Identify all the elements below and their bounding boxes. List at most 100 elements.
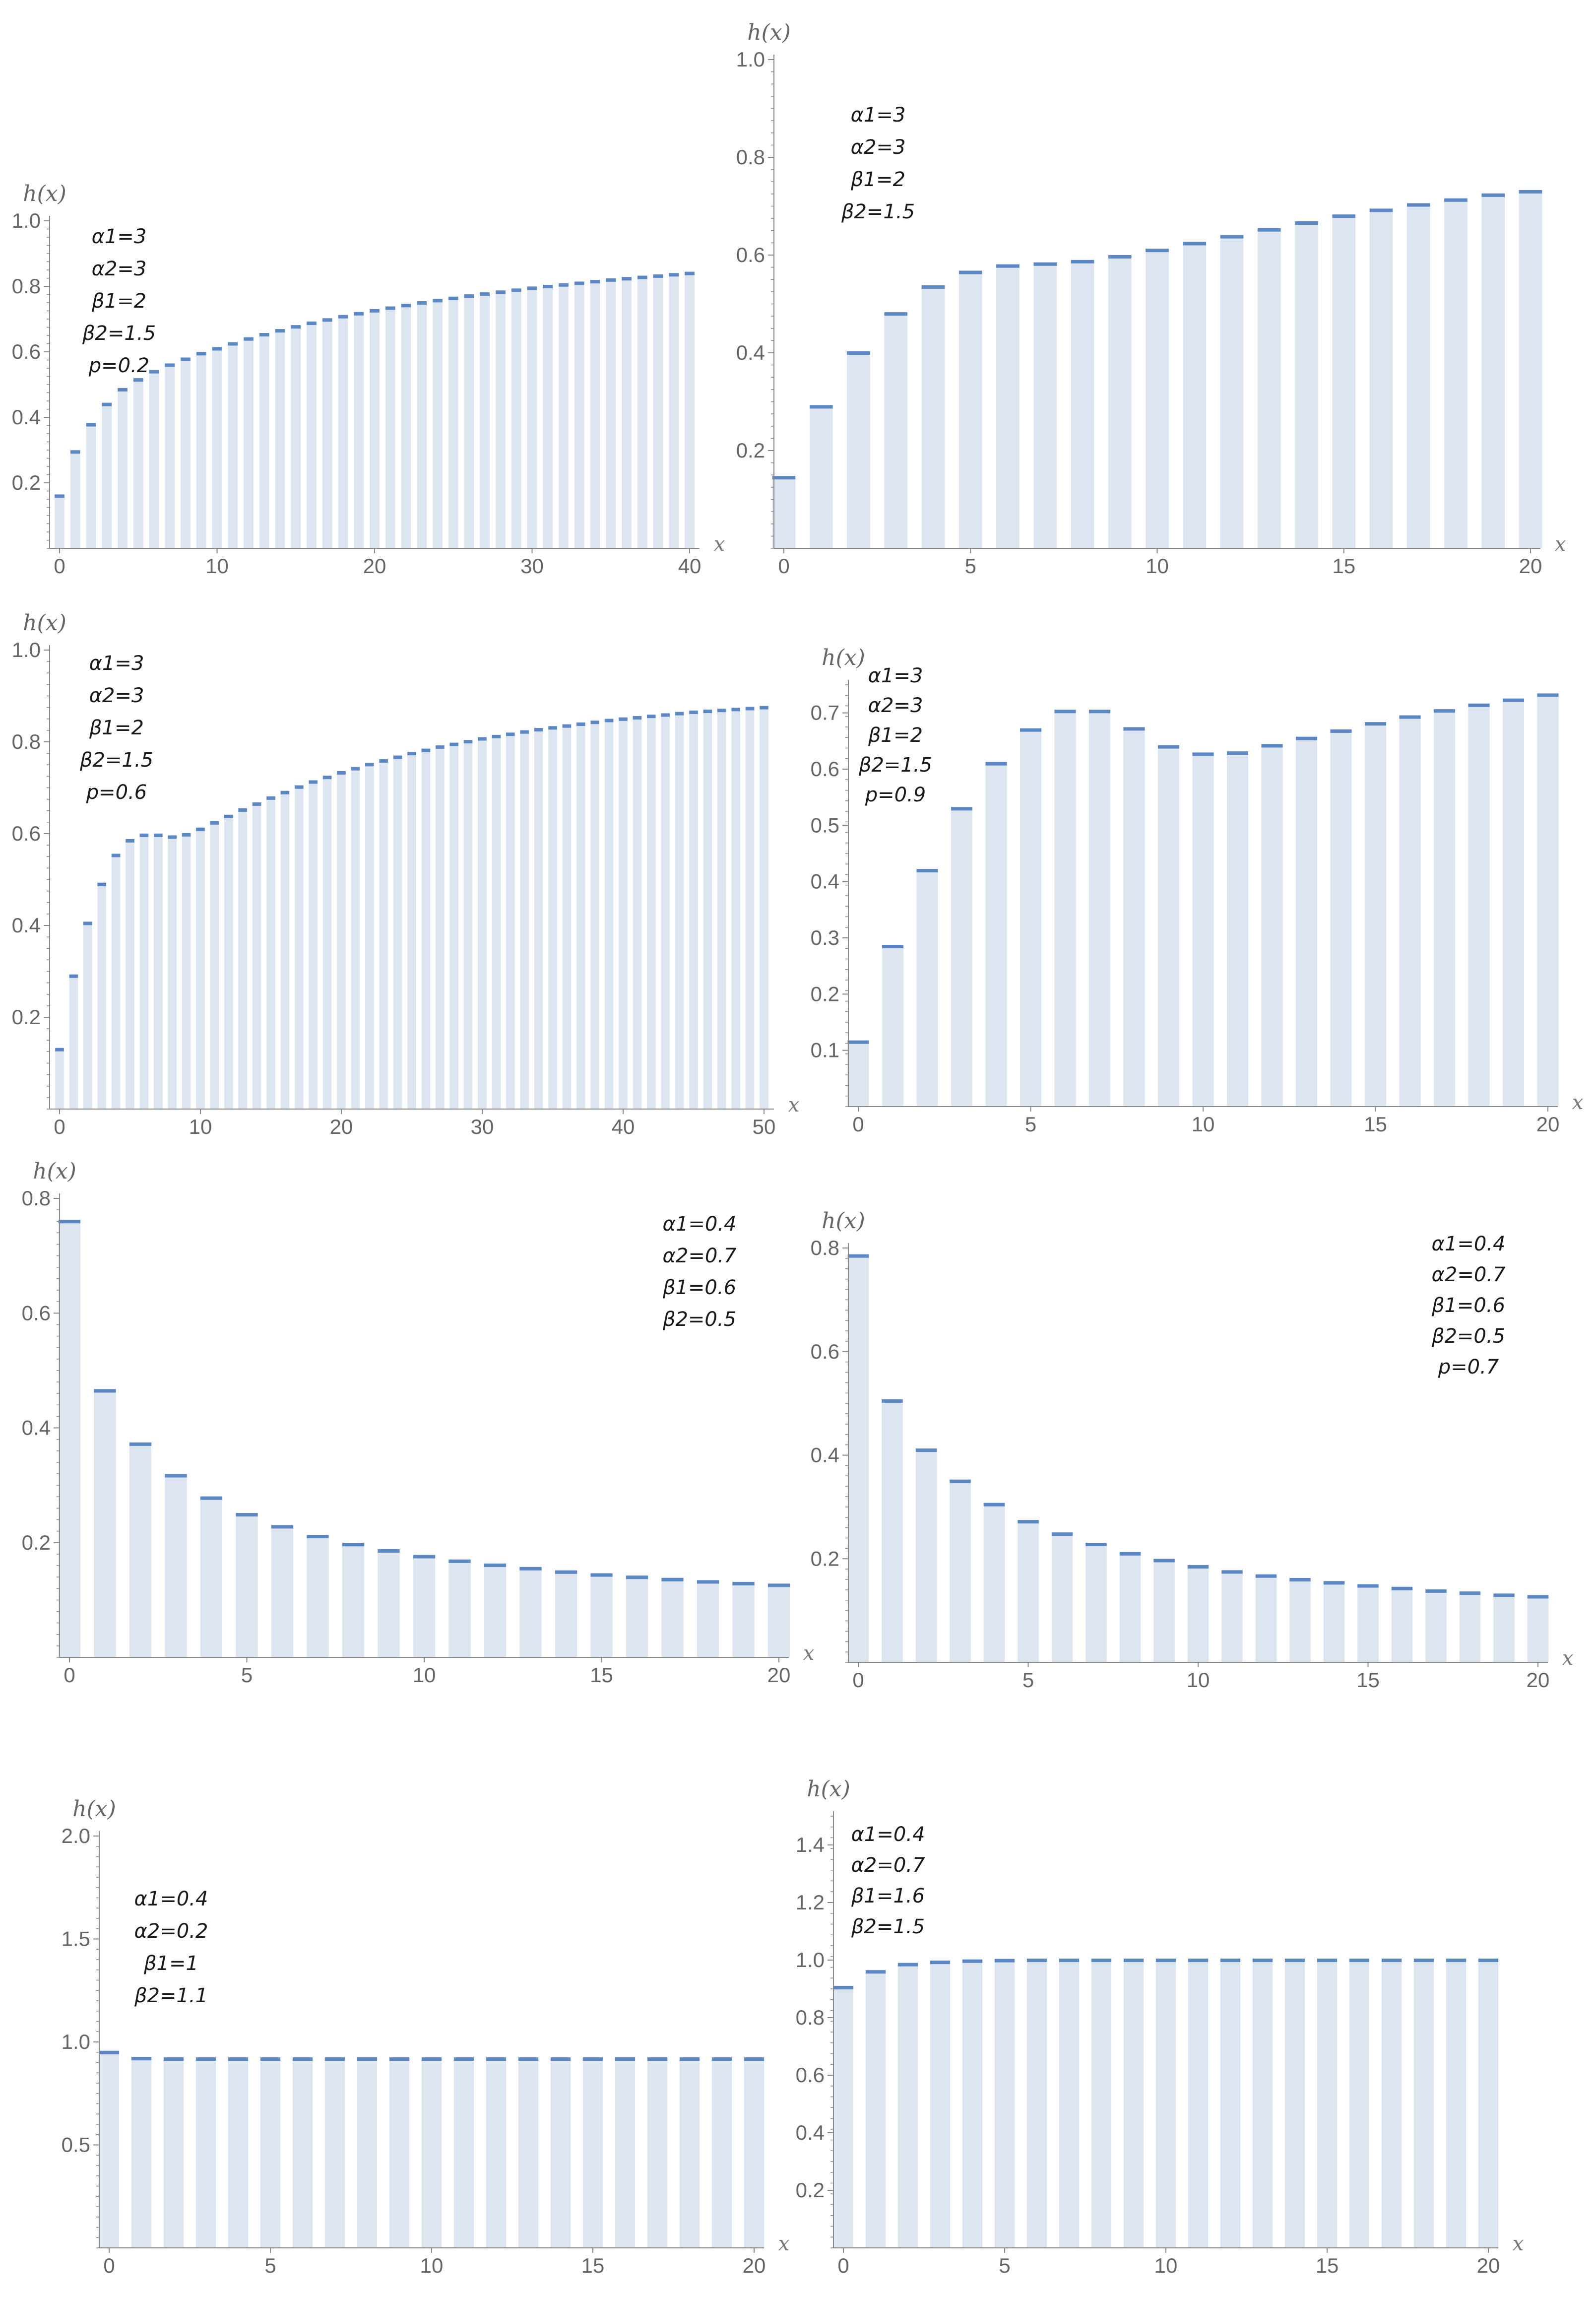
bar-cap (338, 315, 348, 319)
parameter-label: β2=1.1 (134, 1984, 208, 2007)
bar (760, 707, 768, 1109)
bar-cap (292, 2057, 313, 2061)
bar-cap (196, 352, 206, 356)
bar (1364, 723, 1387, 1107)
bar-cap (401, 304, 411, 308)
bar-cap (847, 351, 870, 355)
bar (1187, 1566, 1209, 1662)
bar-cap (518, 2057, 539, 2061)
bars-group (55, 271, 695, 548)
y-axis-title: h(x) (33, 1159, 76, 1184)
parameter-label: α2=0.7 (663, 1245, 737, 1267)
bar-cap (1413, 1959, 1434, 1962)
bar (413, 1556, 436, 1657)
bar (703, 711, 712, 1109)
bar (647, 2059, 668, 2248)
x-tick-label: 5 (1022, 1668, 1034, 1692)
bar (129, 1444, 152, 1657)
bar (1406, 204, 1430, 548)
y-tick-label: 1.5 (62, 1927, 90, 1951)
y-tick-label: 1.0 (736, 48, 765, 71)
bar (732, 1583, 755, 1657)
y-axis-title: h(x) (23, 181, 66, 206)
x-tick-label: 15 (581, 2254, 605, 2277)
y-tick-label: 0.1 (811, 1039, 839, 1062)
bar-cap (448, 296, 458, 300)
bar (847, 1042, 869, 1107)
parameter-label: β2=1.5 (858, 754, 932, 777)
bar-cap (200, 1496, 223, 1500)
bar-cap (950, 1479, 971, 1483)
x-tick-label: 20 (330, 1115, 353, 1138)
bar (1399, 717, 1421, 1107)
x-axis-title: x (1562, 1647, 1574, 1670)
bar-cap (921, 285, 945, 289)
bar-cap (760, 706, 768, 710)
bar-cap (1026, 1959, 1047, 1962)
bar-cap (1252, 1959, 1273, 1962)
bar (897, 1964, 918, 2248)
bar (224, 816, 233, 1109)
bar (181, 359, 191, 548)
chart-svg: 0 5 10 15 20 0.2 0.4 0.6 0.8h(x) x α1=0.4 α2=0.7 β1=… (811, 1208, 1574, 1692)
bar-cap (732, 1581, 755, 1585)
bar (244, 338, 254, 548)
y-tick-label: 0.6 (12, 340, 41, 363)
bar-cap (389, 2057, 410, 2061)
bar (1221, 1572, 1243, 1662)
bar (94, 1390, 116, 1657)
bar-cap (417, 301, 427, 305)
bar (1257, 229, 1281, 548)
x-axis-title: x (1555, 533, 1566, 556)
bar (1413, 1960, 1434, 2248)
bar (1468, 705, 1490, 1107)
bar-cap (139, 833, 149, 837)
bar (271, 1526, 294, 1657)
bar-cap (915, 1448, 937, 1452)
bar (1085, 1544, 1107, 1662)
bar (1051, 1534, 1073, 1662)
bar-cap (985, 762, 1007, 766)
bar (1188, 1960, 1209, 2248)
bar (448, 1561, 471, 1657)
bar (165, 1475, 187, 1657)
bar (126, 840, 134, 1109)
chart-panel-4: 0 5 10 15 20 0.1 0.2 0.3 0.4 0.5 0.6 0.7 h(x) x α1=3 α2… (804, 620, 1596, 1136)
bars-group (58, 1220, 790, 1657)
bar (55, 1049, 64, 1109)
parameter-label: α2=3 (851, 136, 906, 159)
bar (139, 835, 149, 1109)
bar-cap (1295, 736, 1318, 740)
bar (1284, 1960, 1305, 2248)
bar-cap (342, 1543, 365, 1547)
bar-cap (1157, 745, 1180, 749)
bar-cap (126, 839, 134, 843)
bar (111, 855, 121, 1109)
bar-cap (149, 370, 159, 374)
bar-cap (58, 1220, 81, 1224)
bar (1433, 711, 1456, 1107)
bar (590, 1575, 613, 1657)
parameter-label: β1=2 (91, 290, 146, 313)
bar (307, 323, 317, 548)
bar-cap (1459, 1591, 1481, 1595)
y-axis-title: h(x) (72, 1796, 116, 1822)
bar-cap (1123, 1959, 1144, 1962)
parameter-label: α1=0.4 (851, 1823, 925, 1846)
bar (354, 313, 364, 548)
bar (182, 834, 191, 1109)
bar-cap (1349, 1959, 1370, 1962)
x-axis-title: x (1572, 1091, 1584, 1114)
parameter-label: β2=1.5 (841, 200, 915, 223)
bar-cap (453, 2057, 474, 2061)
bar-cap (55, 494, 64, 498)
x-tick-label: 0 (54, 1115, 65, 1138)
bars-group (55, 706, 768, 1109)
bar (1332, 216, 1356, 548)
bar (492, 736, 501, 1109)
bar (449, 744, 459, 1109)
bar (417, 303, 427, 548)
bar (351, 768, 360, 1109)
y-tick-label: 0.8 (811, 1236, 839, 1259)
